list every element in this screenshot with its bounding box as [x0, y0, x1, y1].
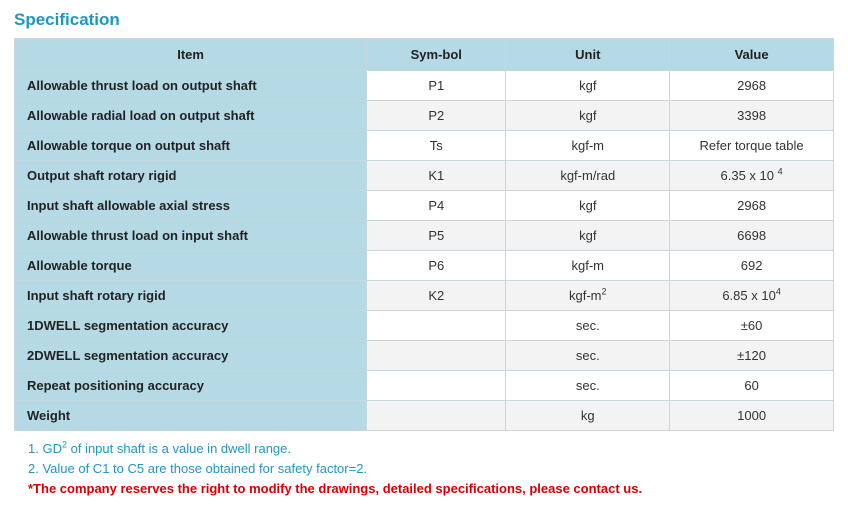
- cell-unit: sec.: [506, 371, 670, 401]
- cell-value: 2968: [670, 71, 834, 101]
- table-header-row: Item Sym-bol Unit Value: [15, 39, 834, 71]
- cell-symbol: [367, 371, 506, 401]
- cell-item: Input shaft rotary rigid: [15, 281, 367, 311]
- cell-value: 6.35 x 10 4: [670, 161, 834, 191]
- cell-symbol: Ts: [367, 131, 506, 161]
- note-1-pre: 1. GD: [28, 441, 62, 456]
- cell-item: Input shaft allowable axial stress: [15, 191, 367, 221]
- cell-item: Allowable torque on output shaft: [15, 131, 367, 161]
- cell-value: 692: [670, 251, 834, 281]
- cell-symbol: P2: [367, 101, 506, 131]
- cell-symbol: P6: [367, 251, 506, 281]
- cell-value: 3398: [670, 101, 834, 131]
- cell-item: Output shaft rotary rigid: [15, 161, 367, 191]
- table-row: Allowable torqueP6kgf-m692: [15, 251, 834, 281]
- cell-symbol: P4: [367, 191, 506, 221]
- cell-unit: kgf: [506, 71, 670, 101]
- cell-item: Allowable thrust load on input shaft: [15, 221, 367, 251]
- cell-item: Allowable radial load on output shaft: [15, 101, 367, 131]
- col-header-unit: Unit: [506, 39, 670, 71]
- note-1: 1. GD2 of input shaft is a value in dwel…: [28, 439, 834, 459]
- cell-unit: kgf: [506, 191, 670, 221]
- cell-unit: kgf-m: [506, 251, 670, 281]
- note-1-post: of input shaft is a value in dwell range…: [67, 441, 291, 456]
- cell-symbol: P5: [367, 221, 506, 251]
- table-row: Allowable thrust load on output shaftP1k…: [15, 71, 834, 101]
- cell-value: 6.85 x 104: [670, 281, 834, 311]
- cell-symbol: P1: [367, 71, 506, 101]
- cell-value-sup: 4: [778, 167, 783, 177]
- table-row: Input shaft rotary rigidK2kgf-m26.85 x 1…: [15, 281, 834, 311]
- spec-notes: 1. GD2 of input shaft is a value in dwel…: [28, 439, 834, 499]
- cell-unit: sec.: [506, 311, 670, 341]
- cell-symbol: [367, 341, 506, 371]
- cell-item: Repeat positioning accuracy: [15, 371, 367, 401]
- cell-item: Weight: [15, 401, 367, 431]
- table-row: Allowable thrust load on input shaftP5kg…: [15, 221, 834, 251]
- col-header-value: Value: [670, 39, 834, 71]
- cell-value: 1000: [670, 401, 834, 431]
- col-header-item: Item: [15, 39, 367, 71]
- table-row: Output shaft rotary rigidK1kgf-m/rad6.35…: [15, 161, 834, 191]
- table-row: Input shaft allowable axial stressP4kgf2…: [15, 191, 834, 221]
- cell-value: 60: [670, 371, 834, 401]
- cell-item: 2DWELL segmentation accuracy: [15, 341, 367, 371]
- table-row: Repeat positioning accuracy sec.60: [15, 371, 834, 401]
- table-row: Weight kg1000: [15, 401, 834, 431]
- note-2: 2. Value of C1 to C5 are those obtained …: [28, 459, 834, 479]
- cell-unit: kgf-m: [506, 131, 670, 161]
- cell-unit: kgf-m2: [506, 281, 670, 311]
- cell-unit: kgf: [506, 221, 670, 251]
- spec-table: Item Sym-bol Unit Value Allowable thrust…: [14, 38, 834, 431]
- table-row: Allowable radial load on output shaftP2k…: [15, 101, 834, 131]
- cell-value-sup: 4: [776, 287, 781, 297]
- cell-item: Allowable torque: [15, 251, 367, 281]
- cell-symbol: K1: [367, 161, 506, 191]
- cell-value: ±60: [670, 311, 834, 341]
- spec-title: Specification: [14, 10, 834, 30]
- cell-value: Refer torque table: [670, 131, 834, 161]
- table-row: 1DWELL segmentation accuracy sec.±60: [15, 311, 834, 341]
- cell-unit-sup: 2: [602, 287, 607, 297]
- table-row: 2DWELL segmentation accuracy sec.±120: [15, 341, 834, 371]
- cell-unit: kgf-m/rad: [506, 161, 670, 191]
- col-header-symbol: Sym-bol: [367, 39, 506, 71]
- table-row: Allowable torque on output shaftTskgf-mR…: [15, 131, 834, 161]
- cell-value: 6698: [670, 221, 834, 251]
- note-3: *The company reserves the right to modif…: [28, 479, 834, 499]
- cell-unit: kg: [506, 401, 670, 431]
- cell-unit: kgf: [506, 101, 670, 131]
- cell-value: 2968: [670, 191, 834, 221]
- cell-value: ±120: [670, 341, 834, 371]
- cell-symbol: [367, 401, 506, 431]
- cell-item: 1DWELL segmentation accuracy: [15, 311, 367, 341]
- cell-symbol: [367, 311, 506, 341]
- cell-symbol: K2: [367, 281, 506, 311]
- cell-unit: sec.: [506, 341, 670, 371]
- cell-item: Allowable thrust load on output shaft: [15, 71, 367, 101]
